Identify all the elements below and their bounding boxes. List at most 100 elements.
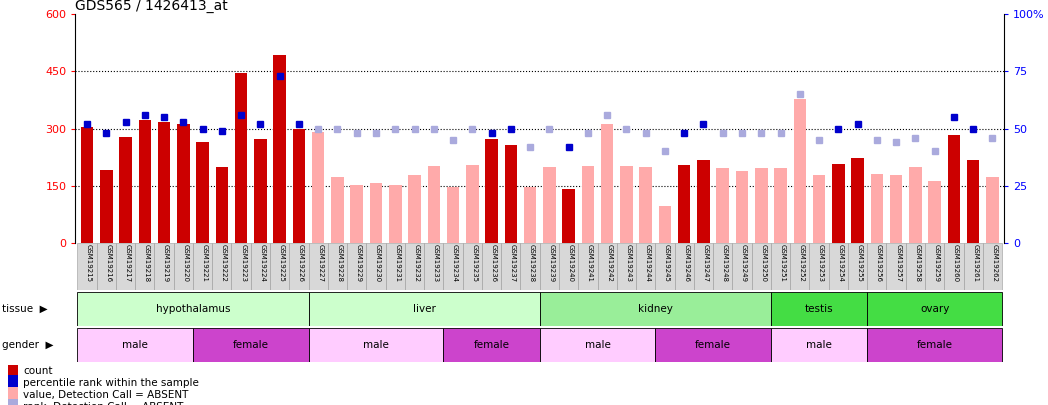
Bar xyxy=(485,139,498,243)
Bar xyxy=(289,243,308,290)
Text: GSM19218: GSM19218 xyxy=(144,244,150,283)
Bar xyxy=(174,243,193,290)
Bar xyxy=(308,243,328,290)
Bar xyxy=(890,175,902,243)
Bar xyxy=(8,375,19,390)
Bar xyxy=(851,158,864,243)
Text: count: count xyxy=(23,366,52,375)
Text: GSM19247: GSM19247 xyxy=(702,244,708,282)
Bar xyxy=(367,243,386,290)
Bar xyxy=(675,243,694,290)
Bar xyxy=(78,292,308,326)
Bar xyxy=(8,363,19,378)
Bar xyxy=(235,72,247,243)
Bar xyxy=(138,120,151,243)
Text: GSM19217: GSM19217 xyxy=(125,244,131,283)
Bar xyxy=(350,185,363,243)
Bar xyxy=(578,243,597,290)
Bar xyxy=(100,170,112,243)
Bar xyxy=(905,243,925,290)
Text: male: male xyxy=(585,340,610,350)
Text: GSM19236: GSM19236 xyxy=(490,244,497,283)
Bar xyxy=(563,189,575,243)
Bar xyxy=(771,328,867,362)
Text: GSM19232: GSM19232 xyxy=(414,244,419,282)
Bar xyxy=(793,99,806,243)
Bar xyxy=(96,243,116,290)
Bar xyxy=(409,175,420,243)
Bar xyxy=(504,145,517,243)
Bar xyxy=(809,243,829,290)
Bar xyxy=(694,243,713,290)
Bar xyxy=(755,168,767,243)
Bar xyxy=(986,177,999,243)
Text: GSM19221: GSM19221 xyxy=(201,244,208,282)
Bar xyxy=(8,399,19,405)
Bar xyxy=(446,187,459,243)
Bar xyxy=(909,168,921,243)
Bar xyxy=(736,171,748,243)
Bar xyxy=(370,183,383,243)
Text: value, Detection Call = ABSENT: value, Detection Call = ABSENT xyxy=(23,390,189,400)
Bar xyxy=(540,243,559,290)
Bar xyxy=(405,243,424,290)
Text: GSM19254: GSM19254 xyxy=(837,244,844,282)
Bar xyxy=(967,160,980,243)
Bar xyxy=(308,328,443,362)
Bar xyxy=(751,243,771,290)
Text: tissue  ▶: tissue ▶ xyxy=(2,304,48,314)
Bar xyxy=(347,243,367,290)
Bar xyxy=(540,292,771,326)
Bar xyxy=(944,243,963,290)
Text: GSM19245: GSM19245 xyxy=(664,244,670,282)
Bar xyxy=(524,187,537,243)
Bar xyxy=(559,243,578,290)
Bar xyxy=(697,160,709,243)
Text: GSM19224: GSM19224 xyxy=(260,244,265,282)
Bar xyxy=(867,243,887,290)
Text: liver: liver xyxy=(413,304,436,314)
Bar xyxy=(543,168,555,243)
Text: GSM19229: GSM19229 xyxy=(355,244,362,282)
Text: GSM19234: GSM19234 xyxy=(452,244,458,282)
Text: GSM19231: GSM19231 xyxy=(394,244,400,283)
Text: GSM19259: GSM19259 xyxy=(934,244,940,282)
Text: gender  ▶: gender ▶ xyxy=(2,340,53,350)
Bar xyxy=(250,243,270,290)
Text: GSM19243: GSM19243 xyxy=(626,244,632,282)
Text: GSM19252: GSM19252 xyxy=(799,244,805,282)
Bar xyxy=(655,328,771,362)
Bar xyxy=(428,166,440,243)
Bar xyxy=(597,243,617,290)
Text: GSM19255: GSM19255 xyxy=(856,244,863,282)
Bar xyxy=(254,139,266,243)
Text: GSM19216: GSM19216 xyxy=(105,244,111,283)
Bar xyxy=(232,243,250,290)
Bar xyxy=(482,243,501,290)
Bar xyxy=(193,243,213,290)
Text: GSM19227: GSM19227 xyxy=(318,244,323,282)
Text: female: female xyxy=(917,340,953,350)
Bar xyxy=(655,243,675,290)
Bar xyxy=(947,135,960,243)
Bar xyxy=(636,243,655,290)
Bar xyxy=(733,243,751,290)
Text: GSM19262: GSM19262 xyxy=(991,244,998,282)
Bar xyxy=(8,387,19,403)
Text: GSM19223: GSM19223 xyxy=(240,244,246,282)
Bar xyxy=(501,243,521,290)
Bar xyxy=(81,127,93,243)
Text: female: female xyxy=(474,340,509,350)
Text: hypothalamus: hypothalamus xyxy=(156,304,231,314)
Text: GDS565 / 1426413_at: GDS565 / 1426413_at xyxy=(75,0,228,13)
Text: GSM19220: GSM19220 xyxy=(182,244,189,282)
Bar xyxy=(443,243,462,290)
Text: GSM19235: GSM19235 xyxy=(472,244,477,282)
Bar xyxy=(216,168,228,243)
Bar xyxy=(639,168,652,243)
Text: GSM19225: GSM19225 xyxy=(279,244,285,282)
Text: GSM19239: GSM19239 xyxy=(548,244,554,283)
Text: male: male xyxy=(806,340,832,350)
Bar xyxy=(274,55,286,243)
Text: female: female xyxy=(233,340,268,350)
